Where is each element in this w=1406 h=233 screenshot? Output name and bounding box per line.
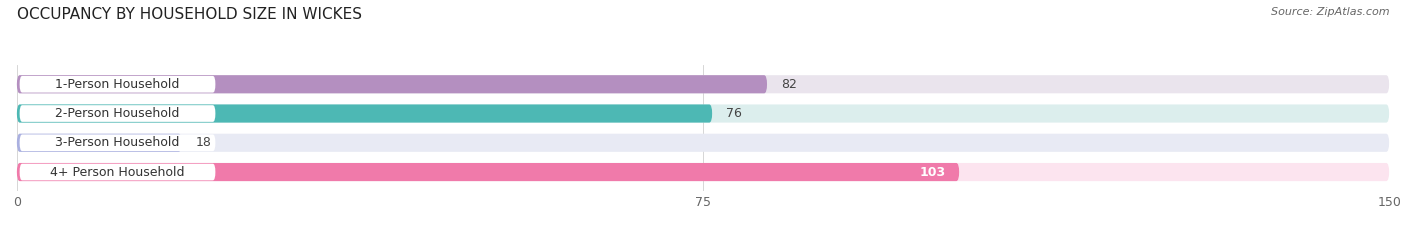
Text: 2-Person Household: 2-Person Household — [55, 107, 180, 120]
FancyBboxPatch shape — [20, 105, 215, 122]
Text: OCCUPANCY BY HOUSEHOLD SIZE IN WICKES: OCCUPANCY BY HOUSEHOLD SIZE IN WICKES — [17, 7, 361, 22]
Text: 103: 103 — [920, 165, 945, 178]
FancyBboxPatch shape — [17, 163, 959, 181]
FancyBboxPatch shape — [17, 104, 713, 123]
FancyBboxPatch shape — [20, 76, 215, 93]
Text: 82: 82 — [780, 78, 797, 91]
FancyBboxPatch shape — [17, 163, 1389, 181]
FancyBboxPatch shape — [17, 134, 1389, 152]
FancyBboxPatch shape — [20, 134, 215, 151]
Text: 3-Person Household: 3-Person Household — [55, 136, 180, 149]
FancyBboxPatch shape — [17, 75, 1389, 93]
Text: 1-Person Household: 1-Person Household — [55, 78, 180, 91]
FancyBboxPatch shape — [17, 75, 768, 93]
FancyBboxPatch shape — [20, 164, 215, 180]
FancyBboxPatch shape — [17, 104, 1389, 123]
Text: Source: ZipAtlas.com: Source: ZipAtlas.com — [1271, 7, 1389, 17]
Text: 76: 76 — [725, 107, 742, 120]
Text: 18: 18 — [195, 136, 211, 149]
FancyBboxPatch shape — [17, 134, 181, 152]
Text: 4+ Person Household: 4+ Person Household — [51, 165, 184, 178]
